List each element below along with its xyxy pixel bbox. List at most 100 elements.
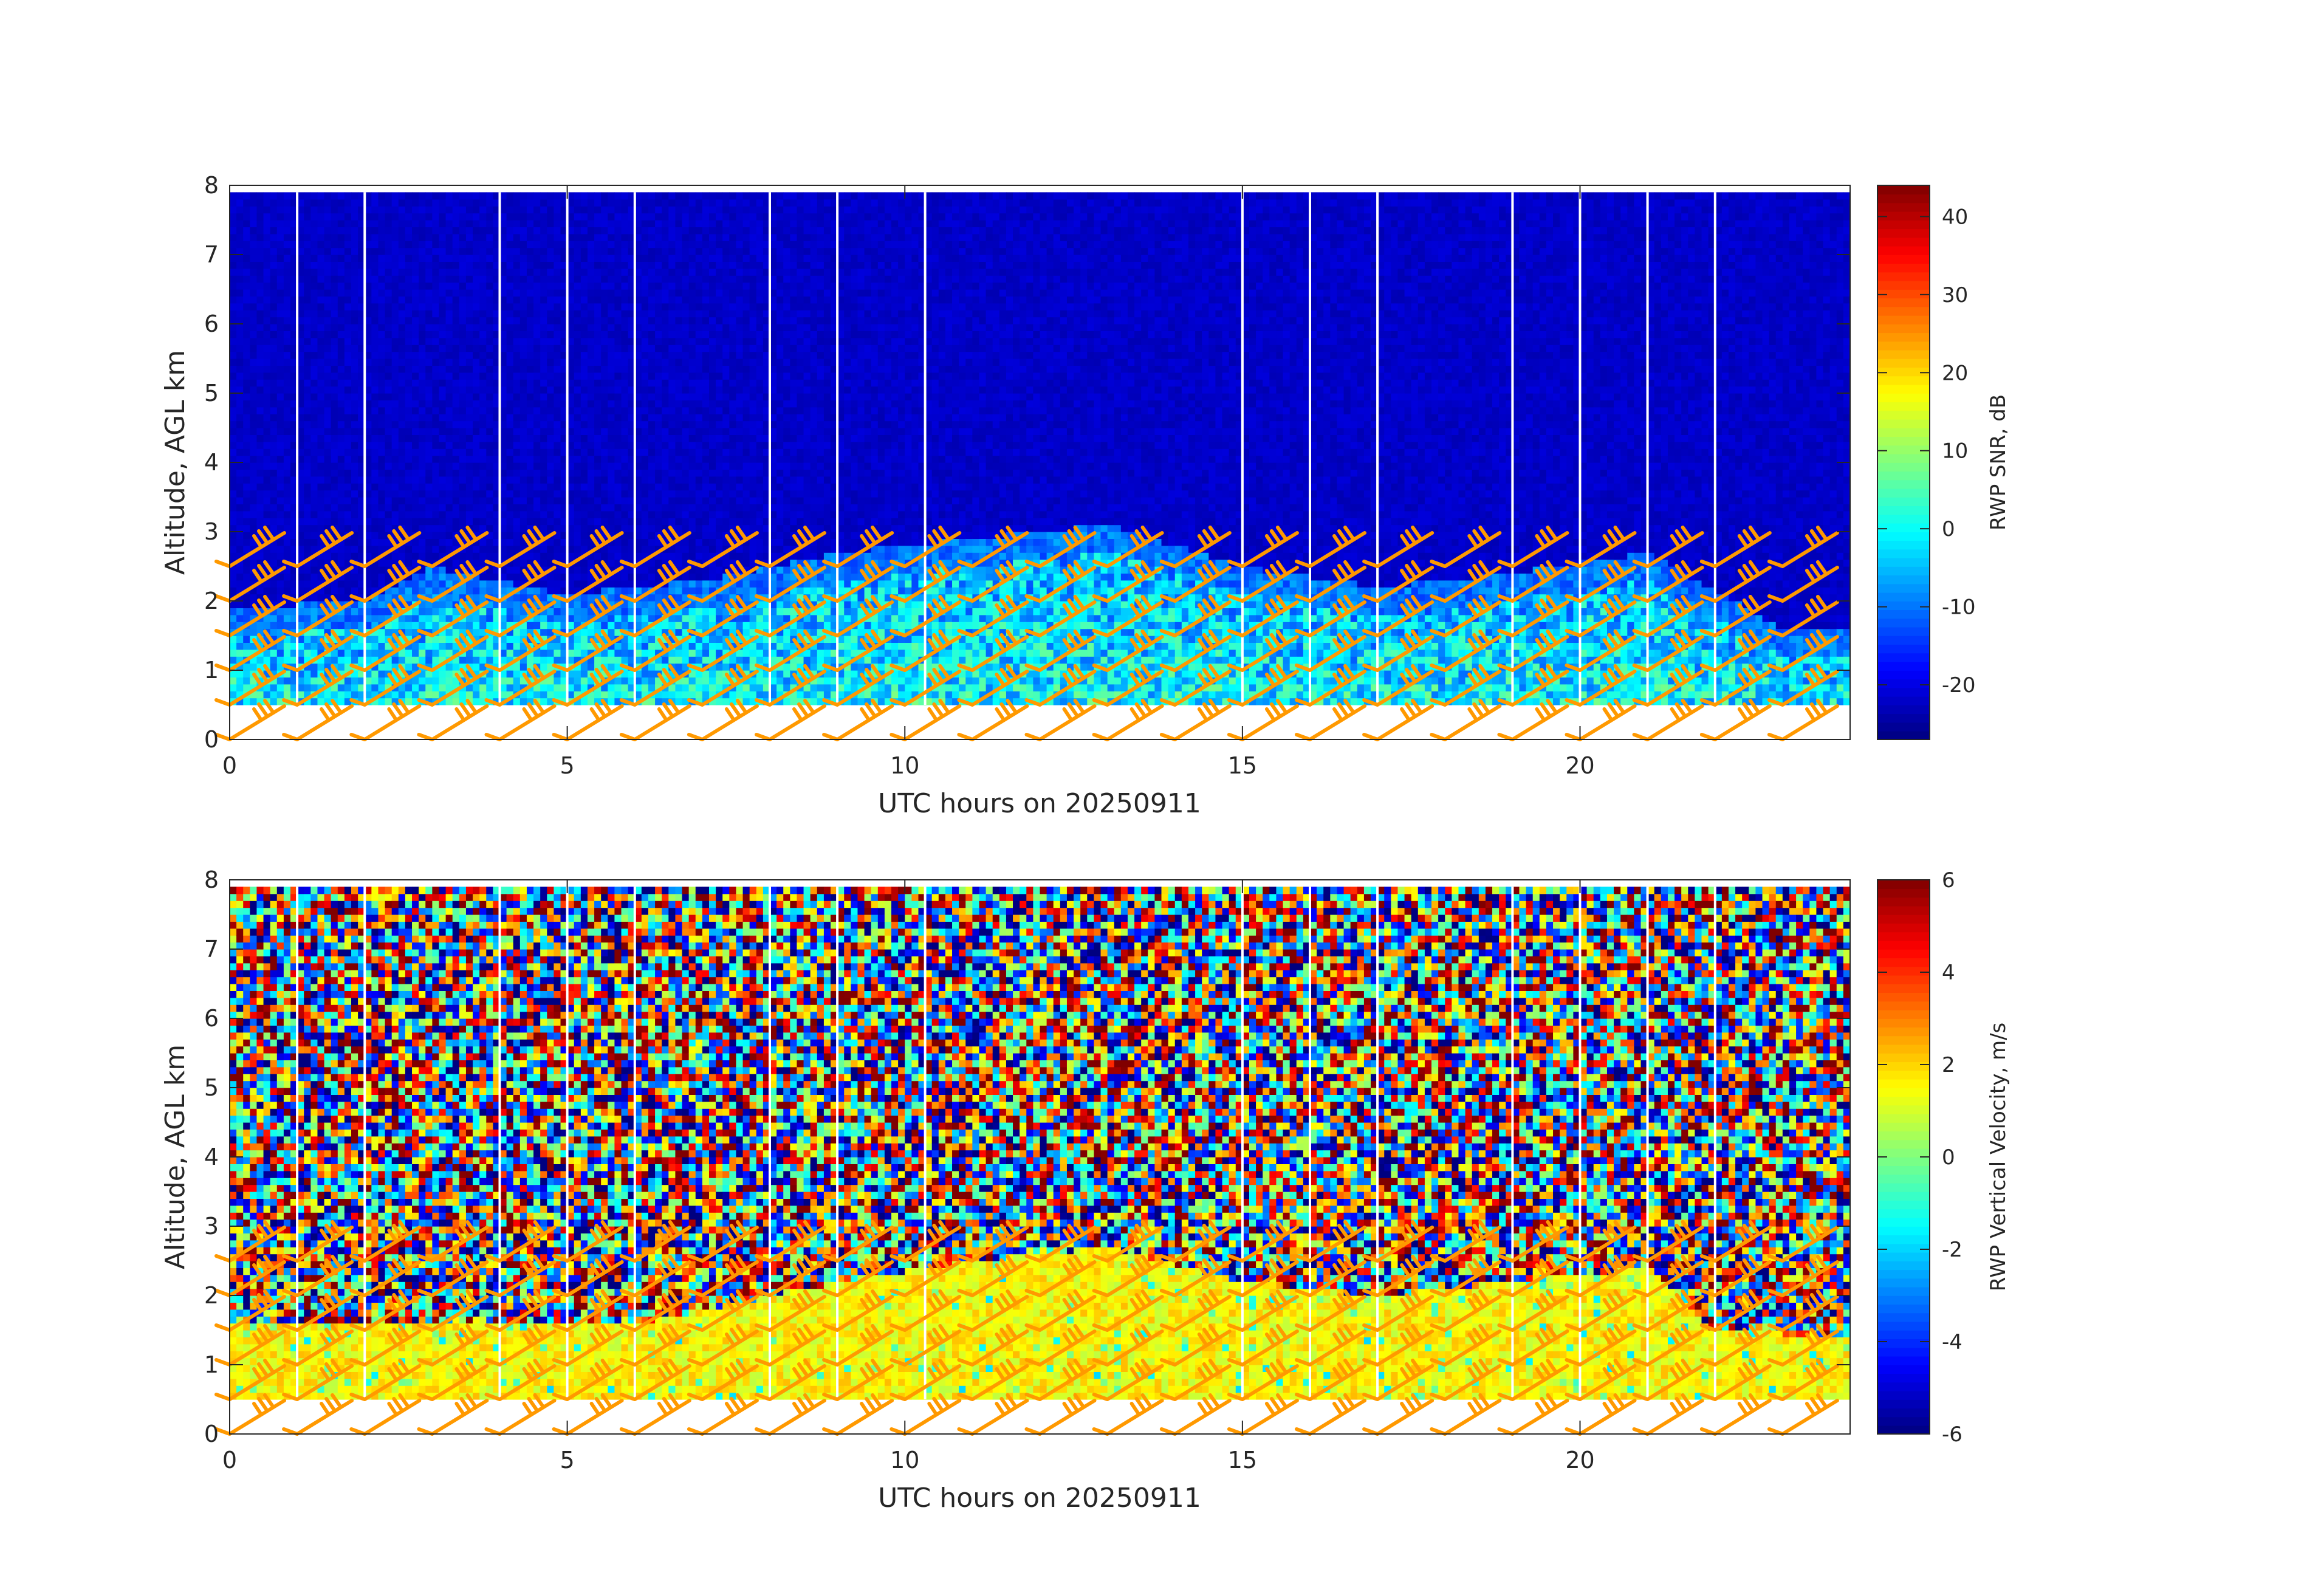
heatmap-cell <box>250 455 258 463</box>
heatmap-cell <box>297 497 304 504</box>
heatmap-cell <box>614 192 622 200</box>
heatmap-cell <box>614 545 622 553</box>
heatmap-cell <box>290 303 298 310</box>
heatmap-cell <box>452 317 460 324</box>
heatmap-cell <box>648 580 656 588</box>
heatmap-cell <box>567 573 575 581</box>
heatmap-cell <box>391 441 399 449</box>
heatmap-cell <box>432 337 440 345</box>
heatmap-cell <box>499 476 507 484</box>
heatmap-cell <box>587 275 595 283</box>
heatmap-cell <box>519 233 527 241</box>
heatmap-cell <box>310 663 318 671</box>
heatmap-cell <box>655 469 662 477</box>
heatmap-cell <box>391 268 399 276</box>
heatmap-cell <box>250 199 258 207</box>
heatmap-cell <box>574 663 581 671</box>
heatmap-cell <box>628 469 636 477</box>
heatmap-cell <box>439 684 447 691</box>
heatmap-cell <box>554 518 561 526</box>
heatmap-cell <box>452 220 460 227</box>
heatmap-cell <box>236 282 244 290</box>
heatmap-cell <box>540 580 547 588</box>
heatmap-cell <box>263 220 271 227</box>
heatmap-cell <box>452 483 460 491</box>
heatmap-cell <box>236 206 244 214</box>
heatmap-cell <box>331 289 338 297</box>
heatmap-cell <box>398 587 406 595</box>
heatmap-cell <box>270 532 278 539</box>
heatmap-cell <box>601 261 608 269</box>
heatmap-cell <box>473 282 480 290</box>
heatmap-cell <box>304 656 311 664</box>
heatmap-cell <box>601 414 608 422</box>
heatmap-cell <box>365 386 372 394</box>
heatmap-cell <box>371 310 379 318</box>
heatmap-cell <box>419 476 426 484</box>
heatmap-cell <box>452 614 460 622</box>
heatmap-cell <box>270 636 278 643</box>
heatmap-cell <box>668 545 676 553</box>
heatmap-cell <box>547 698 554 705</box>
heatmap-cell <box>648 434 656 442</box>
heatmap-cell <box>493 324 501 331</box>
heatmap-cell <box>540 255 547 262</box>
heatmap-cell <box>547 559 554 567</box>
heatmap-cell <box>608 247 615 255</box>
heatmap-cell <box>668 282 676 290</box>
heatmap-cell <box>304 414 311 422</box>
heatmap-cell <box>317 400 325 408</box>
heatmap-cell <box>540 483 547 491</box>
heatmap-cell <box>486 296 493 304</box>
heatmap-cell <box>425 233 433 241</box>
heatmap-cell <box>574 358 581 366</box>
heatmap-cell <box>331 247 338 255</box>
heatmap-cell <box>634 656 642 664</box>
heatmap-cell <box>574 372 581 380</box>
heatmap-cell <box>304 628 311 636</box>
heatmap-cell <box>283 601 291 608</box>
heatmap-cell <box>425 524 433 532</box>
heatmap-cell <box>276 282 284 290</box>
heatmap-cell <box>310 594 318 602</box>
heatmap-cell <box>391 233 399 241</box>
heatmap-cell <box>297 504 304 512</box>
heatmap-cell <box>587 663 595 671</box>
heatmap-cell <box>473 636 480 643</box>
heatmap-cell <box>290 282 298 290</box>
heatmap-cell <box>519 420 527 428</box>
heatmap-cell <box>587 538 595 546</box>
heatmap-cell <box>310 497 318 504</box>
heatmap-cell <box>317 677 325 685</box>
heatmap-cell <box>310 206 318 214</box>
heatmap-cell <box>324 310 332 318</box>
heatmap-cell <box>351 247 358 255</box>
heatmap-cell <box>560 532 568 539</box>
heatmap-cell <box>324 594 332 602</box>
heatmap-cell <box>378 303 386 310</box>
heatmap-cell <box>608 365 615 373</box>
heatmap-cell <box>526 372 534 380</box>
heatmap-cell <box>317 663 325 671</box>
heatmap-cell <box>513 303 521 310</box>
heatmap-cell <box>378 497 386 504</box>
heatmap-cell <box>547 504 554 512</box>
heatmap-cell <box>567 545 575 553</box>
heatmap-cell <box>519 379 527 387</box>
heatmap-cell <box>445 580 453 588</box>
heatmap-cell <box>513 365 521 373</box>
heatmap-cell <box>236 455 244 463</box>
heatmap-cell <box>297 282 304 290</box>
heatmap-cell <box>391 199 399 207</box>
heatmap-cell <box>337 317 345 324</box>
heatmap-cell <box>641 636 649 643</box>
heatmap-cell <box>580 601 588 608</box>
heatmap-cell <box>587 642 595 650</box>
heatmap-cell <box>608 372 615 380</box>
heatmap-cell <box>452 642 460 650</box>
heatmap-cell <box>236 289 244 297</box>
heatmap-cell <box>412 524 419 532</box>
heatmap-cell <box>547 483 554 491</box>
heatmap-cell <box>344 337 352 345</box>
heatmap-cell <box>641 559 649 567</box>
